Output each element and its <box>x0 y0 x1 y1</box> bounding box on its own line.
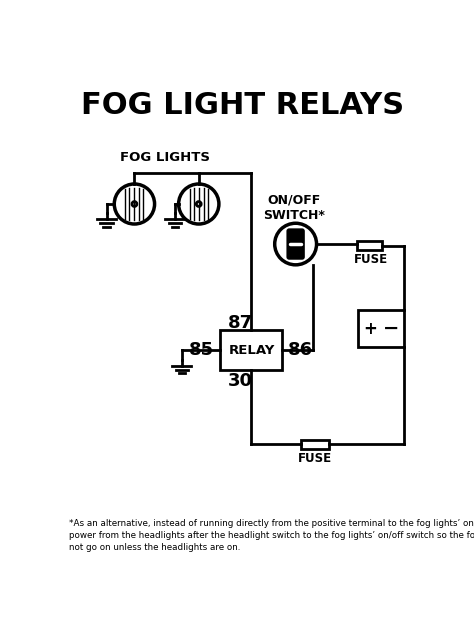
Text: *As an alternative, instead of running directly from the positive terminal to th: *As an alternative, instead of running d… <box>69 519 474 552</box>
Text: RELAY: RELAY <box>228 344 274 357</box>
Text: FUSE: FUSE <box>354 253 388 266</box>
Bar <box>357 310 404 347</box>
Bar <box>301 440 329 449</box>
Text: −: − <box>383 319 400 338</box>
Bar <box>357 241 382 250</box>
Text: FUSE: FUSE <box>298 452 332 465</box>
Text: ON/OFF
SWITCH*: ON/OFF SWITCH* <box>263 193 325 222</box>
Text: FOG LIGHT RELAYS: FOG LIGHT RELAYS <box>82 91 404 120</box>
FancyBboxPatch shape <box>286 228 305 260</box>
Text: 85: 85 <box>189 341 214 360</box>
Text: FOG LIGHTS: FOG LIGHTS <box>120 151 210 164</box>
Text: +: + <box>363 320 377 338</box>
Text: 86: 86 <box>288 341 313 360</box>
Text: 30: 30 <box>228 372 253 390</box>
Text: 87: 87 <box>228 313 253 332</box>
Bar <box>220 330 283 370</box>
